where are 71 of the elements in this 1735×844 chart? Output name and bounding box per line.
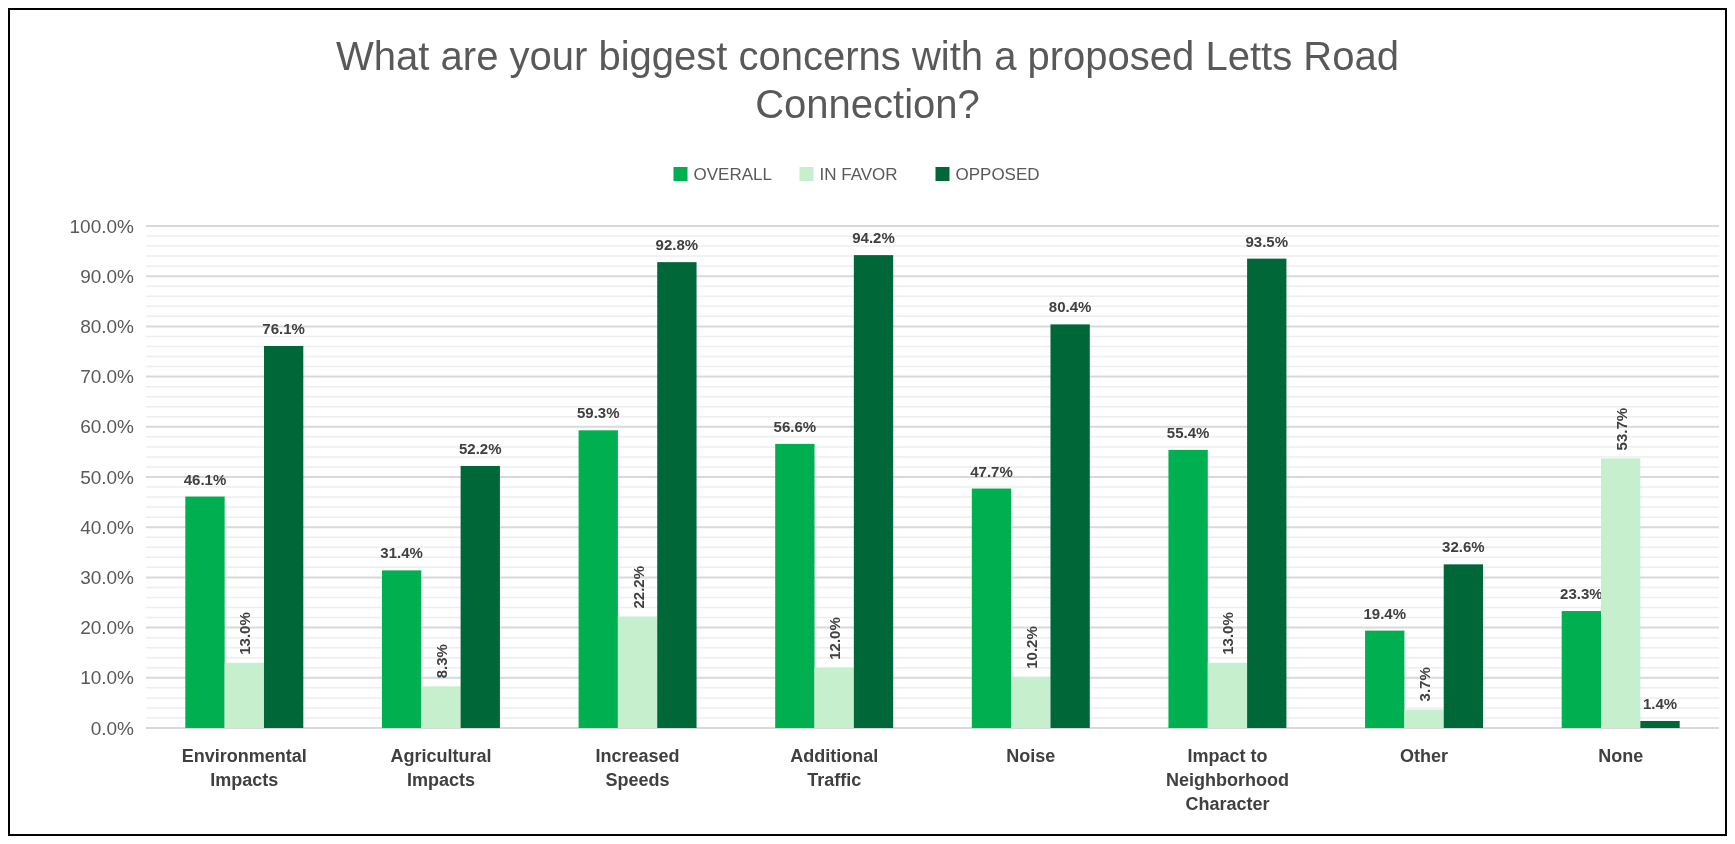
data-label: 12.0% (826, 617, 844, 660)
bar (381, 570, 422, 728)
data-label: 93.5% (1245, 232, 1289, 250)
x-tick-label: Agricultural Impacts (390, 746, 492, 790)
data-label: 92.8% (655, 236, 699, 254)
bar (224, 662, 264, 728)
data-label: 94.2% (852, 229, 895, 247)
y-tick-label: 10.0% (80, 667, 135, 689)
x-tick-label: Environmental Impacts (181, 746, 307, 790)
bar (185, 496, 225, 728)
bar (1168, 449, 1208, 728)
legend-label: IN FAVOR (819, 164, 898, 184)
bar (1050, 324, 1090, 728)
data-label: 23.3% (1560, 585, 1603, 603)
data-label: 13.0% (1219, 612, 1237, 655)
data-label: 32.6% (1442, 538, 1485, 556)
y-tick-label: 70.0% (80, 366, 135, 388)
data-label: 76.1% (262, 319, 305, 337)
y-tick-label: 90.0% (80, 265, 135, 287)
data-label: 56.6% (773, 417, 817, 435)
x-tick-label: Impact to Neighborhood Character (1165, 746, 1289, 814)
data-label: 55.4% (1166, 423, 1210, 441)
bar (1247, 258, 1287, 728)
bar (263, 345, 304, 728)
bar (1443, 564, 1484, 728)
x-tick-label: None (1598, 746, 1644, 766)
y-tick-label: 30.0% (80, 567, 135, 589)
data-label: 10.2% (1022, 626, 1040, 669)
chart-title: What are your biggest concerns with a proposed Letts Road Connection? (336, 34, 1399, 126)
bar (617, 616, 658, 728)
y-tick-label: 50.0% (80, 466, 135, 488)
bar (1561, 611, 1602, 728)
bar (1640, 720, 1680, 728)
y-tick-label: 80.0% (80, 316, 135, 338)
bar (1011, 676, 1051, 728)
legend-label: OPPOSED (955, 164, 1040, 184)
data-label: 80.4% (1048, 298, 1092, 316)
legend-label: OVERALL (693, 164, 772, 184)
bar (657, 262, 697, 728)
y-tick-label: 60.0% (80, 416, 135, 438)
bar (1207, 662, 1248, 728)
y-tick-label: 100.0% (69, 215, 135, 237)
data-label: 1.4% (1642, 694, 1678, 712)
data-label: 47.7% (970, 462, 1013, 480)
data-label: 59.3% (576, 404, 620, 422)
data-label: 31.4% (380, 544, 423, 562)
bar (1404, 709, 1444, 728)
data-label: 46.1% (183, 470, 227, 488)
y-tick-label: 0.0% (90, 717, 135, 739)
data-label: 52.2% (458, 439, 502, 457)
x-tick-label: Other (1400, 746, 1449, 766)
bar (853, 255, 894, 728)
bar (971, 488, 1012, 728)
y-tick-label: 20.0% (80, 617, 135, 639)
data-label: 19.4% (1363, 604, 1407, 622)
x-tick-label: Noise (1006, 746, 1056, 766)
bar (1601, 458, 1641, 728)
bar (460, 465, 500, 728)
bar (1365, 630, 1405, 728)
x-tick-label: Additional Traffic (790, 746, 879, 790)
x-tick-label: Increased Speeds (595, 746, 680, 790)
bar (578, 430, 618, 728)
y-tick-label: 40.0% (80, 516, 135, 538)
data-label: 8.3% (432, 644, 450, 679)
data-label: 53.7% (1612, 407, 1630, 451)
data-label: 13.0% (236, 612, 254, 655)
data-label: 22.2% (629, 566, 647, 609)
bar (775, 443, 815, 728)
bar (421, 686, 461, 728)
bar (814, 667, 854, 728)
data-label: 3.7% (1416, 667, 1434, 702)
